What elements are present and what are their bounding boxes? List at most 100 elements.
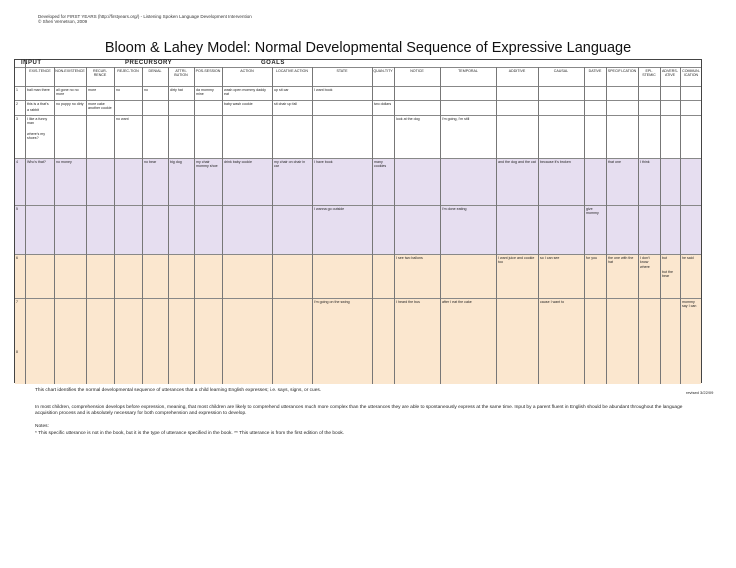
cell-adversative-1: but — [662, 256, 667, 260]
band-phase-6-8 — [15, 254, 701, 384]
band-phase-4-5 — [15, 158, 701, 254]
col-header-epistemic: EPI-STEMIC — [642, 69, 656, 77]
col-header-rejection: REJEC-TION — [117, 69, 139, 73]
col-header-communication: COMMUN-ICATION — [682, 69, 700, 77]
col-header-adversative: ADVERS-ATIVE — [662, 69, 678, 77]
header-rule-2 — [15, 86, 701, 87]
col-rule — [440, 67, 441, 384]
col-rule — [86, 67, 87, 384]
cell-possession-1: da mommy mine — [196, 88, 214, 97]
cell-locative-1: up sit car — [274, 88, 289, 92]
col-rule — [496, 67, 497, 384]
col-header-quantity: QUAN-TITY — [373, 69, 393, 73]
col-header-attribution: ATTRI-BUTION — [174, 69, 188, 77]
col-rule — [394, 67, 395, 384]
col-rule — [168, 67, 169, 384]
cell-causal-1: because it's broken — [540, 160, 571, 164]
cell-temporal-2: I'm done eating — [442, 207, 467, 211]
row-rule-2 — [15, 115, 701, 116]
col-rule — [584, 67, 585, 384]
col-rule — [660, 67, 661, 384]
cell-specification-2: the one with the hat — [608, 256, 634, 265]
cell-action-1: wash open mommy daddy eat — [224, 88, 266, 97]
sequence-table: INPUT PRECURSORY GOALS EXIS-TENCE NON-EX… — [14, 59, 702, 384]
cell-nonexistence-3: no money — [56, 160, 72, 164]
cell-causal-2: so I can see — [540, 256, 560, 260]
col-header-locative: LOCATIVE ACTION — [276, 69, 308, 73]
cell-rejection-2: no want — [116, 117, 129, 121]
note-intro: This chart identifies the normal develop… — [35, 388, 322, 393]
cell-communication-1: he said — [682, 256, 694, 260]
col-rule — [272, 67, 273, 384]
col-rule — [638, 67, 639, 384]
col-header-temporal: TEMPORAL — [458, 69, 478, 73]
cell-dative-1: give mommy — [586, 207, 599, 216]
section-goals: GOALS — [261, 60, 285, 66]
cell-nonexistence-2: no puppy no dirty — [56, 102, 84, 106]
cell-notice-3: I heard the bus — [396, 300, 420, 304]
col-header-nonexistence: NON-EXISTENCE — [55, 69, 85, 73]
note-body: In most children, comprehension develops… — [35, 405, 683, 416]
phase-label-1: 1 — [16, 88, 18, 92]
cell-adversative-2: but the bear — [662, 270, 673, 279]
col-rule — [54, 67, 55, 384]
cell-quantity-1: two dollars — [374, 102, 392, 106]
col-rule — [194, 67, 195, 384]
phase-label-2: 2 — [16, 102, 18, 106]
cell-additive-1: and the dog and the cat — [498, 160, 536, 164]
col-header-state: STATE — [336, 69, 348, 73]
section-input: INPUT — [21, 60, 42, 66]
cell-action-2: baby wash cookie — [224, 102, 253, 106]
phase-label-5: 5 — [16, 207, 18, 211]
row-rule-1 — [15, 100, 701, 101]
header-rule-1 — [15, 67, 701, 68]
band-header — [15, 60, 701, 86]
cell-quantity-2: many cookies — [374, 160, 387, 169]
col-header-specification: SPECIFI-CATION — [607, 69, 637, 73]
cell-denial-1: no — [144, 88, 148, 92]
col-header-possession: POS-SESSION — [195, 69, 221, 73]
phase-label-3: 3 — [16, 117, 18, 121]
col-header-causal: CAUSAL — [553, 69, 569, 73]
cell-recurrence-1: more — [88, 88, 97, 92]
cell-specification-1: that one — [608, 160, 621, 164]
row-rule-3 — [15, 158, 701, 159]
cell-epistemic-1: I think — [640, 160, 650, 164]
col-header-recurrence: RECUR-RENCE — [93, 69, 107, 77]
page-title: Bloom & Lahey Model: Normal Developmenta… — [104, 40, 632, 56]
note-star: * This specific utterance is not in the … — [35, 431, 345, 436]
credit-block: Developed for FIRST YEARS (http://firsty… — [38, 14, 252, 24]
cell-state-2: I have book — [314, 160, 333, 164]
credit-line-2: © Sheri Vernetson, 2009 — [38, 19, 88, 24]
cell-existence-1: ball man there — [27, 88, 50, 92]
col-rule — [538, 67, 539, 384]
revised-date: revised 3/22/09 — [686, 390, 714, 395]
cell-existence-2: this is a that's — [27, 102, 49, 106]
col-header-dative: DATIVE — [588, 69, 602, 73]
cell-denial-2: no bear — [144, 160, 157, 164]
col-rule — [222, 67, 223, 384]
col-rule — [25, 60, 26, 384]
cell-attribution-2: big dog — [170, 160, 182, 164]
cell-temporal-3: after I eat the cake — [442, 300, 472, 304]
cell-dative-2: for you — [586, 256, 597, 260]
cell-locative-3: my chair on chair in car — [274, 160, 306, 169]
phase-label-4: 4 — [16, 160, 18, 164]
cell-notice-1: look at the dog — [396, 117, 420, 121]
cell-existence-4: I like a funny man — [27, 117, 48, 126]
col-rule — [606, 67, 607, 384]
cell-rejection-1: no — [116, 88, 120, 92]
cell-existence-5: where's my shoes? — [27, 132, 46, 141]
cell-state-1: I want book — [314, 88, 333, 92]
col-rule — [372, 67, 373, 384]
notes-heading: Notes: — [35, 424, 49, 429]
cell-epistemic-2: I don't know where — [640, 256, 650, 269]
phase-label-6: 6 — [16, 256, 18, 260]
col-header-notice: NOTICE — [410, 69, 424, 73]
row-rule-6 — [15, 298, 701, 299]
cell-existence-3: a rabbit — [27, 108, 39, 112]
col-rule — [680, 67, 681, 384]
col-header-existence: EXIS-TENCE — [29, 69, 51, 73]
col-header-action: ACTION — [240, 69, 254, 73]
cell-state-4: I'm going on the swing — [314, 300, 350, 304]
